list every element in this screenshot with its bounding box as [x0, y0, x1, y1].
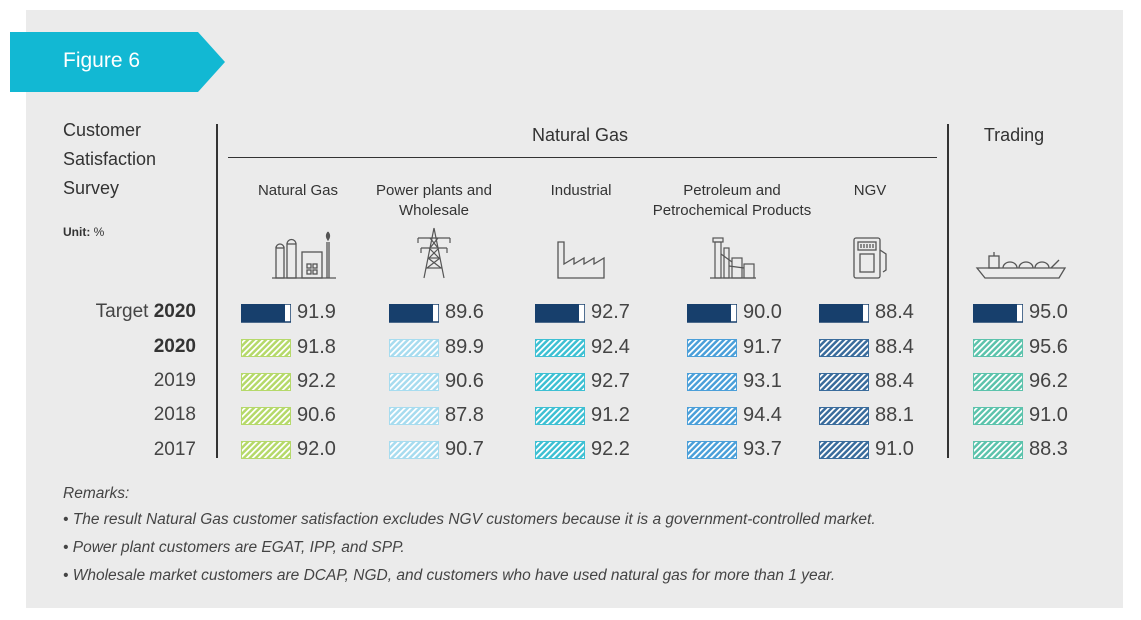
bar-ngv-2017: [819, 441, 869, 459]
bar-trading-target-2020: [973, 304, 1023, 323]
group-header-natural-gas: Natural Gas: [531, 125, 629, 145]
value-natural-gas-2017: 92.0: [297, 438, 336, 460]
row-label-target-2020: Target 2020: [95, 301, 196, 322]
bar-trading-2019: [973, 373, 1023, 391]
value-petroleum-and-petrochemical-products-2019: 93.1: [743, 370, 782, 392]
bar-industrial-2019: [535, 373, 585, 391]
value-petroleum-and-petrochemical-products-2020: 91.7: [743, 336, 782, 358]
row-label-2020: 2020: [153, 336, 196, 357]
value-industrial-2019: 92.7: [591, 370, 630, 392]
group-header-trading: Trading: [983, 125, 1045, 145]
value-trading-2020: 95.6: [1029, 336, 1068, 358]
col-header-ngv: NGV: [853, 182, 887, 199]
bar-ngv-target-2020: [819, 304, 869, 323]
remark-item: • Wholesale market customers are DCAP, N…: [63, 567, 836, 584]
value-power-plants-and-wholesale-2017: 90.7: [445, 438, 484, 460]
value-trading-2019: 96.2: [1029, 370, 1068, 392]
bar-trading-2017: [973, 441, 1023, 459]
bar-industrial-2018: [535, 407, 585, 425]
value-ngv-target-2020: 88.4: [875, 301, 914, 323]
value-ngv-2018: 88.1: [875, 404, 914, 426]
value-trading-2017: 88.3: [1029, 438, 1068, 460]
value-natural-gas-target-2020: 91.9: [297, 301, 336, 323]
value-industrial-2020: 92.4: [591, 336, 630, 358]
bar-natural-gas-target-2020: [241, 304, 291, 323]
value-ngv-2020: 88.4: [875, 336, 914, 358]
bar-industrial-2017: [535, 441, 585, 459]
refinery-icon: [710, 237, 756, 279]
bar-trading-2018: [973, 407, 1023, 425]
row-label-2018: 2018: [153, 404, 196, 425]
bar-natural-gas-2019: [241, 373, 291, 391]
fuel-pump-icon: [853, 237, 887, 279]
value-power-plants-and-wholesale-target-2020: 89.6: [445, 301, 484, 323]
bar-ngv-2020: [819, 339, 869, 357]
col-header-power-plants: Power plants and Wholesale: [376, 182, 492, 219]
bar-power-plants-and-wholesale-2017: [389, 441, 439, 459]
bar-industrial-target-2020: [535, 304, 585, 323]
value-natural-gas-2019: 92.2: [297, 370, 336, 392]
value-ngv-2017: 91.0: [875, 438, 914, 460]
value-industrial-2017: 92.2: [591, 438, 630, 460]
figure-tab: [10, 32, 225, 92]
side-heading-line-1: Customer: [63, 120, 142, 140]
value-power-plants-and-wholesale-2018: 87.8: [445, 404, 484, 426]
divider-right: [947, 124, 949, 458]
value-ngv-2019: 88.4: [875, 370, 914, 392]
bar-petroleum-and-petrochemical-products-2017: [687, 441, 737, 459]
bar-natural-gas-2017: [241, 441, 291, 459]
bar-petroleum-and-petrochemical-products-target-2020: [687, 304, 737, 323]
unit-note: Unit: %: [63, 225, 104, 239]
gas-plant-icon: [272, 231, 336, 279]
unit-label: Unit:: [63, 225, 91, 239]
bar-natural-gas-2020: [241, 339, 291, 357]
figure-label: Figure 6: [63, 49, 141, 72]
col-header-petroleum: Petroleum and Petrochemical Products: [652, 182, 812, 219]
bar-petroleum-and-petrochemical-products-2018: [687, 407, 737, 425]
remark-item: • The result Natural Gas customer satisf…: [63, 511, 876, 528]
value-trading-2018: 91.0: [1029, 404, 1068, 426]
factory-icon: [557, 241, 605, 279]
col-header-industrial: Industrial: [550, 182, 612, 199]
bar-ngv-2018: [819, 407, 869, 425]
bar-power-plants-and-wholesale-2019: [389, 373, 439, 391]
side-heading-line-3: Survey: [63, 178, 120, 198]
value-petroleum-and-petrochemical-products-2018: 94.4: [743, 404, 782, 426]
value-industrial-target-2020: 92.7: [591, 301, 630, 323]
value-natural-gas-2020: 91.8: [297, 336, 336, 358]
bar-natural-gas-2018: [241, 407, 291, 425]
bar-petroleum-and-petrochemical-products-2020: [687, 339, 737, 357]
unit-value: %: [93, 225, 105, 239]
divider-left: [216, 124, 218, 458]
bar-ngv-2019: [819, 373, 869, 391]
value-power-plants-and-wholesale-2020: 89.9: [445, 336, 484, 358]
transmission-tower-icon: [417, 227, 451, 279]
lng-ship-icon: [975, 252, 1067, 279]
bar-petroleum-and-petrochemical-products-2019: [687, 373, 737, 391]
value-trading-target-2020: 95.0: [1029, 301, 1068, 323]
row-label-2019: 2019: [153, 370, 196, 391]
row-label-2017: 2017: [153, 439, 196, 460]
bar-power-plants-and-wholesale-2020: [389, 339, 439, 357]
value-petroleum-and-petrochemical-products-target-2020: 90.0: [743, 301, 782, 323]
value-power-plants-and-wholesale-2019: 90.6: [445, 370, 484, 392]
bar-industrial-2020: [535, 339, 585, 357]
bar-power-plants-and-wholesale-target-2020: [389, 304, 439, 323]
value-natural-gas-2018: 90.6: [297, 404, 336, 426]
col-header-natural-gas: Natural Gas: [257, 182, 339, 199]
value-industrial-2018: 91.2: [591, 404, 630, 426]
value-petroleum-and-petrochemical-products-2017: 93.7: [743, 438, 782, 460]
remark-item: • Power plant customers are EGAT, IPP, a…: [63, 539, 405, 556]
group-underline: [228, 157, 937, 158]
side-heading-line-2: Satisfaction: [63, 149, 157, 169]
bar-power-plants-and-wholesale-2018: [389, 407, 439, 425]
bar-trading-2020: [973, 339, 1023, 357]
remarks-title: Remarks:: [63, 485, 130, 502]
